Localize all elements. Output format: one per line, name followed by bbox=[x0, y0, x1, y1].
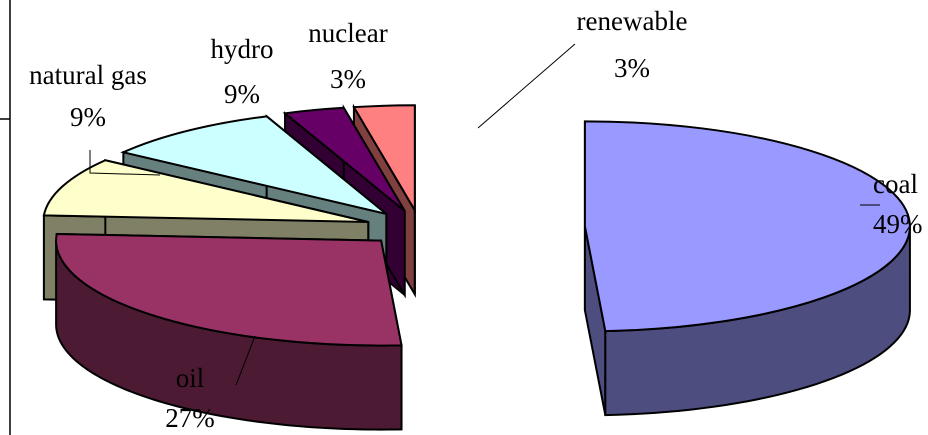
leader-line-renewable bbox=[477, 43, 576, 129]
category-label-renewable: renewable bbox=[577, 6, 688, 36]
slice-coal bbox=[583, 120, 911, 417]
slice-top bbox=[352, 104, 416, 214]
percent-label-natural-gas: 9% bbox=[70, 102, 106, 132]
leader-lines bbox=[89, 43, 880, 386]
slices-layer bbox=[42, 103, 911, 431]
leader-line-natural-gas bbox=[89, 150, 161, 176]
category-label-coal: coal bbox=[873, 169, 918, 199]
percent-label-renewable: 3% bbox=[614, 53, 650, 83]
leader-line-oil bbox=[235, 335, 256, 386]
category-label-oil: oil bbox=[176, 363, 205, 393]
category-label-natural-gas: natural gas bbox=[29, 60, 147, 90]
category-label-nuclear: nuclear bbox=[308, 18, 387, 48]
data-labels: coal 49% oil 27% natural gas 9% hydro 9% nuclear… bbox=[29, 6, 922, 433]
slice-top bbox=[55, 232, 403, 347]
slice-top bbox=[120, 115, 387, 215]
percent-label-hydro: 9% bbox=[224, 79, 260, 109]
category-label-hydro: hydro bbox=[211, 34, 274, 64]
slice-oil bbox=[55, 232, 403, 431]
slice-top bbox=[42, 159, 369, 223]
slice-top bbox=[282, 106, 406, 212]
percent-label-coal: 49% bbox=[873, 209, 923, 239]
percent-label-oil: 27% bbox=[165, 403, 215, 433]
percent-label-nuclear: 3% bbox=[330, 64, 366, 94]
slice-top bbox=[583, 120, 911, 333]
